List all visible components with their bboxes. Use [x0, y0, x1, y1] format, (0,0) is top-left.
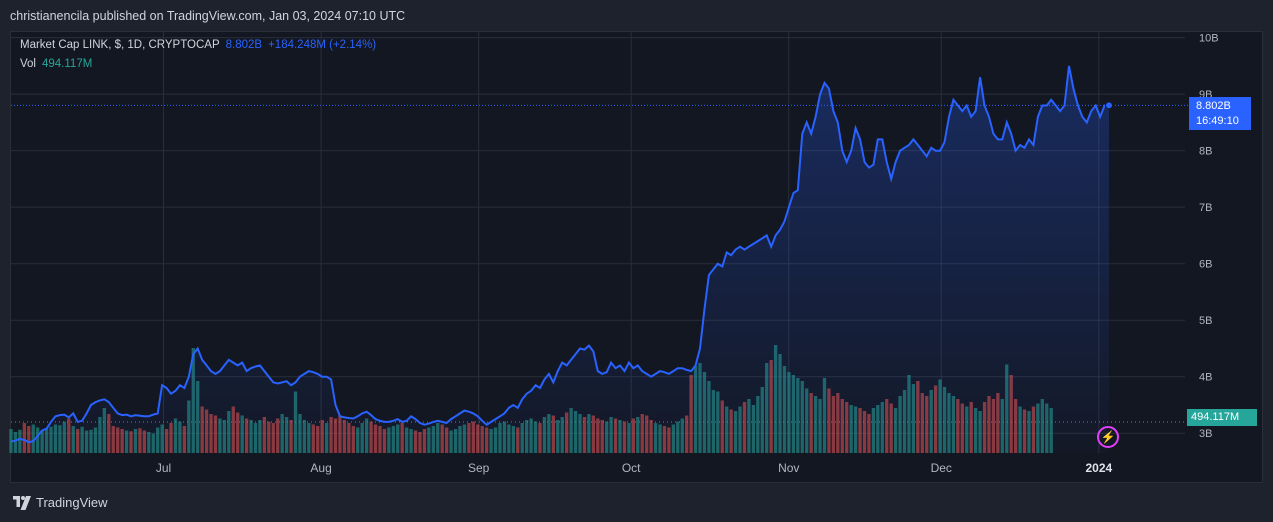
- last-price-value: 8.802B: [1196, 100, 1231, 112]
- volume-bar: [27, 426, 31, 453]
- footer-brand-label: TradingView: [36, 495, 108, 510]
- x-tick-label: Oct: [622, 461, 641, 475]
- y-tick-label: 6B: [1199, 259, 1212, 271]
- published-by-line: christianencila published on TradingView…: [10, 9, 406, 23]
- time-axis: Jul Aug Sep Oct Nov Dec 2024: [156, 461, 1113, 475]
- x-tick-label: Aug: [310, 461, 331, 475]
- legend-change: +184.248M (+2.14%): [268, 39, 377, 51]
- volume-bar: [22, 423, 26, 453]
- tradingview-logo-icon: [13, 495, 31, 510]
- y-tick-label: 10B: [1199, 33, 1219, 45]
- last-price-marker: [1105, 101, 1113, 110]
- x-tick-label: 2024: [1085, 461, 1112, 475]
- x-tick-label: Nov: [778, 461, 799, 475]
- last-price-tag: 8.802B 16:49:10: [1189, 97, 1251, 130]
- bar-countdown: 16:49:10: [1196, 115, 1239, 127]
- footer-brand[interactable]: TradingView: [12, 495, 108, 510]
- price-area: [10, 65, 1188, 454]
- legend-vol-value: 494.117M: [42, 58, 93, 70]
- lightning-icon[interactable]: ⚡: [1097, 426, 1119, 448]
- legend-title[interactable]: Market Cap LINK, $, 1D, CRYPTOCAP: [20, 39, 220, 51]
- x-tick-label: Sep: [468, 461, 490, 475]
- y-tick-label: 7B: [1199, 202, 1212, 214]
- price-line: [10, 65, 1110, 444]
- y-tick-label: 4B: [1199, 372, 1212, 384]
- legend-vol-label[interactable]: Vol: [20, 58, 36, 70]
- volume-bar: [31, 424, 35, 453]
- price-area-fill: [11, 65, 1109, 454]
- last-volume-tag: 494.117M: [1187, 409, 1257, 426]
- y-tick-label: 3B: [1199, 428, 1212, 440]
- x-tick-label: Dec: [931, 461, 952, 475]
- y-tick-label: 8B: [1199, 146, 1212, 158]
- chart-legend: Market Cap LINK, $, 1D, CRYPTOCAP 8.802B +…: [20, 39, 376, 77]
- legend-last-value: 8.802B: [225, 39, 263, 51]
- y-tick-label: 5B: [1199, 315, 1212, 327]
- x-tick-label: Jul: [156, 461, 171, 475]
